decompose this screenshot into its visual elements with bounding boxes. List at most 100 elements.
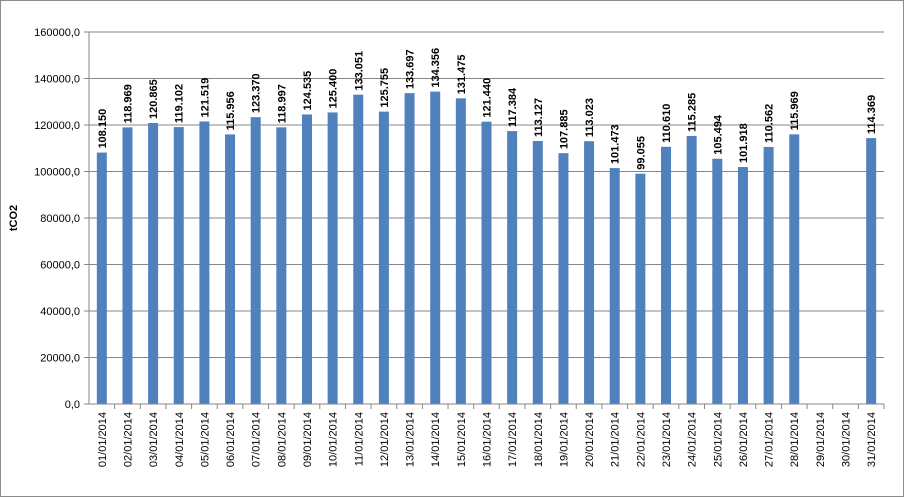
data-labels: 108.150 118.969 120.865 119.102 121.519 115.9… bbox=[97, 48, 878, 170]
data-label: 110.562 bbox=[764, 104, 776, 143]
x-tick-label: 26/01/2014 bbox=[738, 412, 750, 467]
x-tick-label: 04/01/2014 bbox=[174, 412, 186, 467]
x-tick-label: 02/01/2014 bbox=[122, 412, 134, 467]
y-tick-label: 80000,0 bbox=[40, 213, 80, 225]
data-label: 101.473 bbox=[610, 124, 622, 164]
x-tick-label: 18/01/2014 bbox=[533, 412, 545, 467]
x-tick-label: 01/01/2014 bbox=[97, 412, 109, 467]
x-tick-label: 28/01/2014 bbox=[789, 412, 801, 467]
data-label: 125.755 bbox=[379, 68, 391, 108]
bar bbox=[609, 168, 620, 404]
y-tick-label: 120000,0 bbox=[34, 120, 80, 132]
data-label: 115.969 bbox=[789, 91, 801, 130]
x-tick-label: 31/01/2014 bbox=[866, 412, 878, 467]
bar bbox=[225, 134, 236, 405]
bar bbox=[148, 122, 159, 404]
x-tick-label: 10/01/2014 bbox=[328, 412, 340, 467]
data-label: 101.918 bbox=[738, 123, 750, 163]
bar bbox=[430, 91, 441, 404]
data-label: 118.997 bbox=[276, 84, 288, 123]
y-tick-label: 60000,0 bbox=[40, 260, 80, 272]
bar bbox=[378, 111, 389, 404]
data-label: 131.475 bbox=[456, 55, 468, 95]
bar bbox=[763, 146, 774, 404]
bar bbox=[584, 141, 595, 404]
x-tick-label: 22/01/2014 bbox=[635, 412, 647, 467]
x-tick-label: 19/01/2014 bbox=[558, 412, 570, 467]
x-tick-label: 08/01/2014 bbox=[276, 412, 288, 467]
bar bbox=[789, 134, 800, 404]
y-tick-label: 140000,0 bbox=[34, 74, 80, 86]
bar bbox=[737, 167, 748, 404]
y-tick-label: 40000,0 bbox=[40, 306, 80, 318]
bar bbox=[327, 112, 338, 404]
bar bbox=[96, 152, 107, 404]
bar bbox=[532, 140, 543, 404]
bar bbox=[481, 121, 492, 404]
bars bbox=[96, 91, 877, 405]
bar bbox=[455, 98, 466, 405]
bar bbox=[507, 131, 518, 404]
y-tick-label: 20000,0 bbox=[40, 353, 80, 365]
bar bbox=[686, 135, 697, 404]
data-label: 117.384 bbox=[507, 87, 519, 127]
x-tick-label: 05/01/2014 bbox=[199, 412, 211, 467]
bar bbox=[712, 158, 723, 404]
x-tick-label: 07/01/2014 bbox=[251, 412, 263, 467]
data-label: 113.127 bbox=[533, 98, 545, 137]
data-label: 105.494 bbox=[712, 114, 724, 155]
x-tick-label: 12/01/2014 bbox=[379, 412, 391, 467]
x-tick-label: 21/01/2014 bbox=[610, 412, 622, 467]
x-tick-label: 25/01/2014 bbox=[712, 412, 724, 467]
y-tick-label: 160000,0 bbox=[34, 27, 80, 39]
data-label: 124.535 bbox=[302, 71, 314, 111]
bar bbox=[276, 127, 287, 405]
bar bbox=[173, 127, 184, 404]
bar bbox=[558, 153, 569, 404]
data-label: 133.051 bbox=[353, 51, 365, 91]
x-tick-label: 13/01/2014 bbox=[405, 412, 417, 467]
x-tick-label: 03/01/2014 bbox=[148, 412, 160, 467]
data-label: 121.519 bbox=[199, 78, 211, 118]
data-label: 121.440 bbox=[482, 78, 494, 118]
x-tick-label: 06/01/2014 bbox=[225, 412, 237, 467]
x-tick-label: 27/01/2014 bbox=[764, 412, 776, 467]
data-label: 115.285 bbox=[687, 93, 699, 132]
data-label: 113.023 bbox=[584, 98, 596, 137]
x-tick-label: 20/01/2014 bbox=[584, 412, 596, 467]
data-label: 110.610 bbox=[661, 104, 673, 143]
bar bbox=[122, 127, 133, 405]
data-label: 120.865 bbox=[148, 79, 160, 119]
data-label: 134.356 bbox=[430, 48, 442, 88]
bar bbox=[353, 94, 364, 404]
bar bbox=[301, 114, 312, 405]
data-label: 125.400 bbox=[328, 69, 340, 109]
x-tick-label: 29/01/2014 bbox=[815, 412, 827, 467]
x-tick-label: 11/01/2014 bbox=[353, 412, 365, 466]
data-label: 108.150 bbox=[97, 109, 109, 149]
data-label: 114.369 bbox=[866, 95, 878, 134]
x-tick-label: 17/01/2014 bbox=[507, 412, 519, 467]
x-tick-label: 16/01/2014 bbox=[482, 412, 494, 467]
x-tick-label: 24/01/2014 bbox=[687, 412, 699, 467]
y-axis-ticks: 0,0 20000,0 40000,0 60000,0 80000,0 100000,0 1… bbox=[34, 27, 89, 411]
bar bbox=[866, 138, 877, 404]
y-axis-label: tCO2 bbox=[8, 205, 20, 231]
data-label: 99.055 bbox=[635, 136, 647, 170]
data-label: 119.102 bbox=[174, 84, 186, 123]
x-axis-ticks: 01/01/2014 02/01/2014 03/01/2014 04/01/2014… bbox=[97, 404, 885, 467]
data-label: 133.697 bbox=[405, 49, 417, 89]
bar bbox=[404, 93, 415, 404]
x-tick-label: 09/01/2014 bbox=[302, 412, 314, 467]
data-label: 118.969 bbox=[122, 84, 134, 123]
data-label: 115.956 bbox=[225, 91, 237, 130]
x-tick-label: 15/01/2014 bbox=[456, 412, 468, 467]
y-tick-label: 100000,0 bbox=[34, 167, 80, 179]
bar bbox=[635, 173, 646, 404]
bar bbox=[250, 117, 261, 405]
x-tick-label: 14/01/2014 bbox=[430, 412, 442, 467]
x-tick-label: 30/01/2014 bbox=[841, 412, 853, 467]
data-label: 123.370 bbox=[251, 73, 263, 113]
bar bbox=[199, 121, 210, 404]
